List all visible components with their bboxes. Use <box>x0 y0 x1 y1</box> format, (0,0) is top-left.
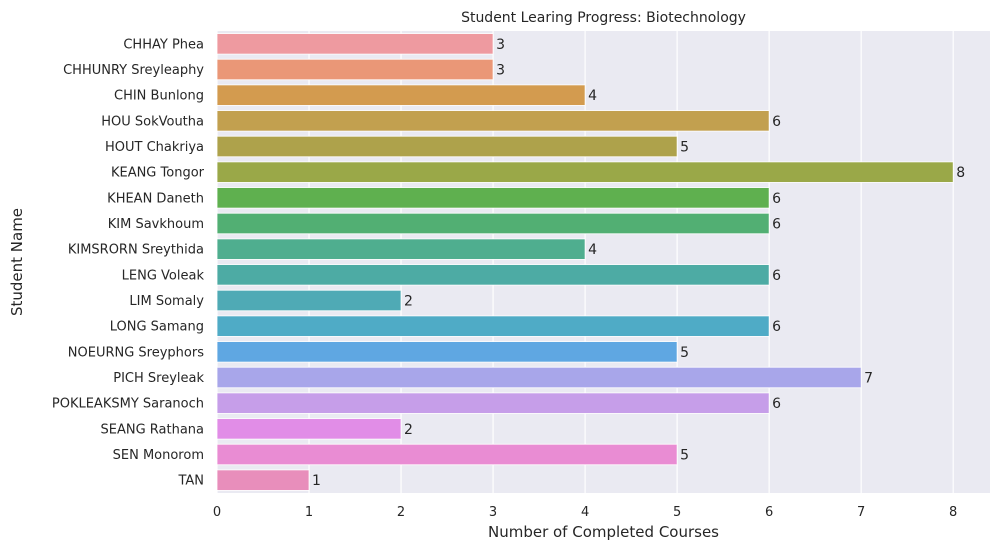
bar <box>216 469 310 491</box>
bar <box>216 366 862 389</box>
y-tick-label: HOU SokVoutha <box>101 114 204 129</box>
bar <box>216 341 678 363</box>
bar-value-label: 3 <box>496 63 505 79</box>
y-tick-label: LIM Somaly <box>129 294 204 309</box>
bar-value-label: 2 <box>404 294 413 310</box>
bar <box>216 264 770 286</box>
y-tick-label: CHIN Bunlong <box>114 89 204 104</box>
bar-value-label: 4 <box>588 88 597 104</box>
bar-value-label: 5 <box>680 140 689 156</box>
bar-value-label: 5 <box>680 448 689 464</box>
y-tick-label: CHHAY Phea <box>123 37 204 52</box>
y-tick-label: LENG Voleak <box>122 268 205 283</box>
bar <box>216 187 770 209</box>
x-axis-title: Number of Completed Courses <box>488 523 719 541</box>
y-tick-labels: CHHAY Phea CHHUNRY Sreyleaphy CHIN Bunlong… <box>52 37 205 488</box>
x-tick-label: 1 <box>305 505 313 520</box>
y-tick-label: TAN <box>177 474 204 489</box>
x-tick-label: 5 <box>673 505 681 520</box>
bar <box>216 392 770 414</box>
y-tick-label: PICH Sreyleak <box>113 371 204 386</box>
x-tick-labels: 0 1 2 3 4 5 6 7 8 <box>213 505 957 520</box>
bars <box>216 33 954 491</box>
x-tick-label: 4 <box>581 505 589 520</box>
x-tick-label: 2 <box>397 505 405 520</box>
y-tick-label: KIMSRORN Sreythida <box>68 243 204 258</box>
bar-value-label: 1 <box>312 473 321 489</box>
bar-value-label: 6 <box>772 319 781 335</box>
x-tick-label: 3 <box>489 505 497 520</box>
bar <box>216 212 770 235</box>
y-tick-label: KEANG Tongor <box>111 166 205 181</box>
bar <box>216 33 494 55</box>
x-tick-label: 0 <box>213 505 221 520</box>
bar-value-label: 7 <box>864 371 873 387</box>
bar-value-label: 6 <box>772 217 781 233</box>
bar-value-label: 6 <box>772 114 781 130</box>
bar-value-label: 6 <box>772 268 781 284</box>
y-tick-label: POKLEAKSMY Saranoch <box>52 397 204 412</box>
y-tick-label: NOEURNG Sreyphors <box>68 345 204 360</box>
bar-value-label: 2 <box>404 422 413 438</box>
bar-value-label: 6 <box>772 396 781 412</box>
bar <box>216 161 954 183</box>
bar <box>216 238 586 260</box>
x-tick-label: 8 <box>949 505 957 520</box>
y-tick-label: CHHUNRY Sreyleaphy <box>63 63 204 78</box>
bar <box>216 315 770 337</box>
y-tick-label: KHEAN Daneth <box>107 191 204 206</box>
bar <box>216 58 494 81</box>
bar <box>216 110 770 132</box>
bar <box>216 418 402 440</box>
bar-value-label: 4 <box>588 242 597 258</box>
bar-value-label: 5 <box>680 345 689 361</box>
bar <box>216 135 678 158</box>
bar-value-label: 3 <box>496 37 505 53</box>
y-tick-label: KIM Savkhoum <box>108 217 204 232</box>
x-tick-label: 6 <box>765 505 773 520</box>
y-tick-label: SEN Monorom <box>113 448 204 463</box>
bar-value-label: 6 <box>772 191 781 207</box>
y-tick-label: LONG Samang <box>110 320 204 335</box>
grid-lines <box>216 31 954 493</box>
bar-value-label: 8 <box>956 165 965 181</box>
x-tick-label: 7 <box>857 505 865 520</box>
y-tick-label: SEANG Rathana <box>100 422 204 437</box>
bar <box>216 443 678 466</box>
bar <box>216 84 586 106</box>
y-tick-label: HOUT Chakriya <box>105 140 204 155</box>
chart-title: Student Learing Progress: Biotechnology <box>461 10 746 26</box>
y-axis-title: Student Name <box>8 208 26 316</box>
value-labels: 3 3 4 6 5 8 6 6 4 6 2 6 5 7 6 2 5 1 <box>312 37 965 489</box>
bar <box>216 289 402 312</box>
